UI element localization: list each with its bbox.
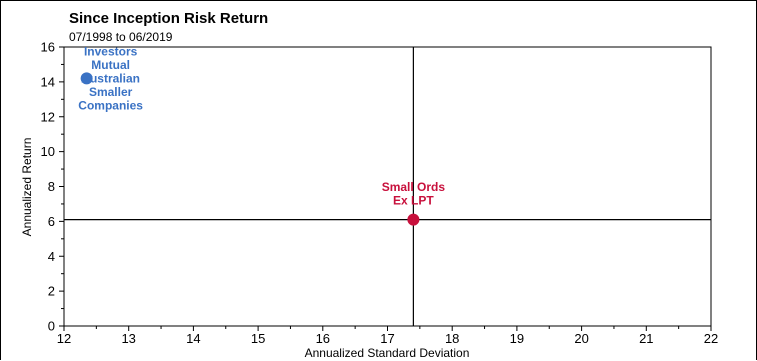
x-tick-label: 17 xyxy=(380,331,394,346)
point-label: Australian xyxy=(81,71,140,85)
x-tick-label: 13 xyxy=(121,331,135,346)
x-tick-label: 22 xyxy=(704,331,718,346)
y-tick-label: 10 xyxy=(41,144,55,159)
chart-title: Since Inception Risk Return xyxy=(69,10,269,27)
point-label: Ex LPT xyxy=(393,194,434,208)
y-axis-title: Annualized Return xyxy=(20,138,34,237)
y-tick-label: 14 xyxy=(41,74,55,89)
x-tick-label: 15 xyxy=(251,331,265,346)
x-tick-label: 14 xyxy=(186,331,200,346)
scatter-point xyxy=(80,72,93,85)
crosshair xyxy=(64,47,711,326)
data-points: InvestorsMutualAustralianSmallerCompanie… xyxy=(78,44,446,226)
point-label: Mutual xyxy=(91,58,130,72)
point-label: Small Ords xyxy=(382,180,446,194)
x-tick-label: 18 xyxy=(445,331,459,346)
x-axis-title: Annualized Standard Deviation xyxy=(305,346,470,360)
x-tick-label: 12 xyxy=(57,331,71,346)
y-tick-label: 16 xyxy=(41,40,55,55)
point-label: Investors xyxy=(84,44,138,58)
x-tick-label: 21 xyxy=(639,331,653,346)
y-tick-label: 6 xyxy=(48,214,55,229)
y-axis: 0 2 4 6 8 10 12 14 16 xyxy=(41,40,64,334)
point-label: Companies xyxy=(78,98,143,112)
x-tick-label: 20 xyxy=(574,331,588,346)
chart-subtitle: 07/1998 to 06/2019 xyxy=(69,30,173,44)
y-tick-label: 4 xyxy=(48,249,55,264)
point-label: Smaller xyxy=(89,85,133,99)
y-tick-label: 0 xyxy=(48,319,55,334)
x-tick-label: 16 xyxy=(316,331,330,346)
x-axis: 12 13 14 15 16 17 18 19 20 21 22 xyxy=(57,326,718,346)
scatter-point xyxy=(407,213,420,226)
x-tick-label: 19 xyxy=(510,331,524,346)
plot-area xyxy=(63,46,712,327)
y-tick-label: 12 xyxy=(41,109,55,124)
y-tick-label: 2 xyxy=(48,284,55,299)
y-tick-label: 8 xyxy=(48,179,55,194)
